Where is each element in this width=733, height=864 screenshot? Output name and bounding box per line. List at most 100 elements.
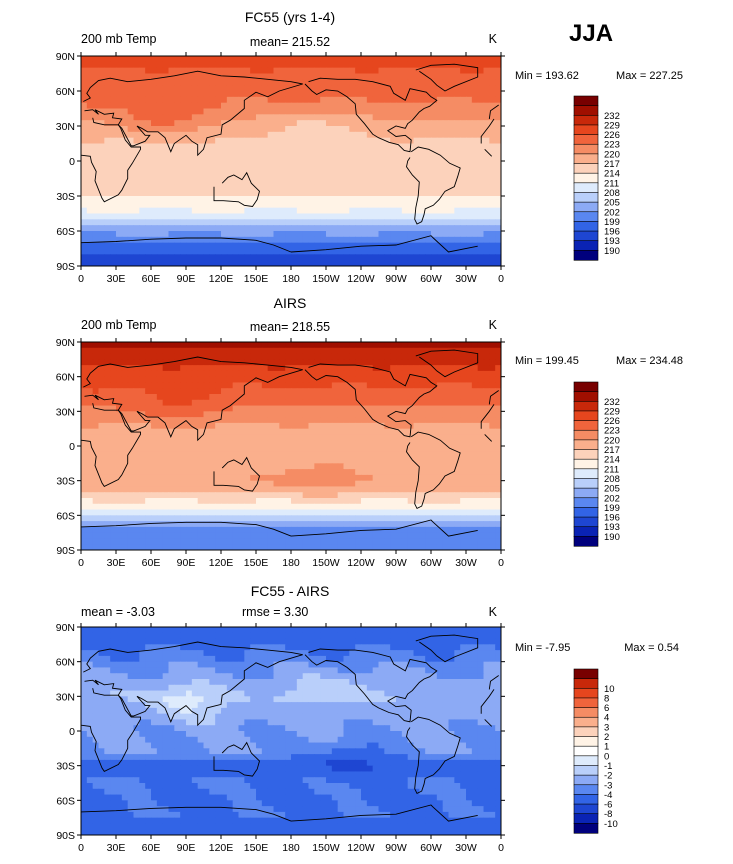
heatmap-cell [238, 201, 245, 209]
heatmap-cell [396, 399, 403, 407]
heatmap-cell [331, 102, 339, 110]
heatmap-cell [378, 503, 385, 511]
heatmap-cell [133, 376, 140, 384]
heatmap-cell [436, 498, 444, 505]
heatmap-cell [133, 474, 140, 482]
heatmap-cell [308, 73, 315, 80]
heatmap-cell [215, 474, 222, 482]
heatmap-cell [221, 422, 228, 430]
heatmap-cell [127, 67, 135, 75]
heatmap-cell [285, 219, 292, 226]
heatmap-cell [250, 365, 257, 372]
heatmap-cell [431, 451, 438, 459]
heatmap-cell [186, 486, 193, 493]
heatmap-cell [104, 67, 111, 75]
heatmap-cell [221, 155, 228, 162]
heatmap-cell [355, 469, 362, 476]
heatmap-cell [291, 91, 298, 98]
heatmap-cell [162, 365, 170, 372]
heatmap-cell [436, 172, 444, 180]
heatmap-cell [151, 219, 158, 226]
heatmap-cell [221, 480, 228, 488]
heatmap-cell [460, 85, 467, 92]
heatmap-cell [302, 155, 310, 162]
heatmap-cell [349, 172, 356, 180]
mean-label: mean= 215.52 [250, 35, 330, 49]
heatmap-cell [256, 463, 263, 470]
heatmap-cell [86, 342, 94, 349]
heatmap-cell [471, 347, 479, 355]
heatmap-cell [98, 102, 105, 110]
heatmap-cell [151, 434, 158, 441]
heatmap-cell [261, 474, 269, 482]
heatmap-cell [308, 126, 315, 133]
heatmap-cell [98, 231, 105, 238]
heatmap-cell [145, 231, 152, 238]
heatmap-cell [436, 56, 444, 63]
heatmap-cell [296, 498, 304, 505]
heatmap-cell [361, 126, 368, 133]
heatmap-cell [110, 463, 117, 470]
heatmap-cell [384, 394, 391, 401]
heatmap-cell [267, 184, 275, 191]
heatmap-cell [419, 399, 426, 407]
heatmap-cell [116, 422, 123, 430]
heatmap-cell [454, 166, 461, 174]
heatmap-cell [378, 342, 385, 349]
heatmap-cell [151, 73, 158, 80]
heatmap-cell [285, 451, 292, 459]
heatmap-cell [139, 242, 146, 250]
heatmap-cell [355, 399, 362, 407]
heatmap-cell [296, 155, 304, 162]
heatmap-cell [419, 469, 426, 476]
heatmap-cell [401, 166, 409, 174]
heatmap-cell [92, 178, 100, 185]
heatmap-cell [261, 143, 269, 150]
heatmap-cell [203, 149, 210, 156]
heatmap-cell [174, 359, 181, 366]
heatmap-cell [151, 394, 158, 401]
heatmap-cell [489, 382, 496, 389]
heatmap-cell [151, 486, 158, 493]
heatmap-cell [221, 521, 228, 528]
heatmap-cell [81, 73, 88, 80]
heatmap-cell [226, 446, 234, 453]
heatmap-cell [460, 184, 467, 191]
heatmap-cell [296, 365, 304, 372]
heatmap-cell [413, 457, 420, 464]
heatmap-cell [116, 155, 123, 162]
heatmap-cell [191, 85, 199, 92]
heatmap-cell [121, 207, 129, 215]
heatmap-cell [483, 114, 490, 121]
heatmap-cell [203, 260, 210, 266]
heatmap-cell [349, 399, 356, 407]
heatmap-cell [98, 178, 105, 185]
heatmap-cell [92, 85, 100, 92]
heatmap-cell [285, 365, 292, 372]
heatmap-cell [139, 96, 146, 104]
heatmap-cell [337, 236, 345, 244]
heatmap-cell [221, 184, 228, 191]
heatmap-cell [396, 196, 403, 203]
heatmap-cell [296, 201, 304, 209]
heatmap-cell [226, 359, 234, 366]
heatmap-cell [401, 492, 409, 499]
heatmap-cell [431, 172, 438, 180]
heatmap-cell [244, 207, 251, 215]
heatmap-cell [92, 463, 100, 470]
heatmap-cell [256, 126, 263, 133]
heatmap-cell [145, 254, 152, 261]
heatmap-cell [116, 434, 123, 441]
heatmap-cell [489, 509, 496, 516]
heatmap-cell [314, 492, 321, 499]
heatmap-cell [291, 474, 298, 482]
heatmap-cell [407, 225, 415, 232]
heatmap-cell [285, 120, 292, 127]
heatmap-cell [92, 201, 100, 209]
heatmap-cell [121, 399, 129, 407]
heatmap-cell [425, 96, 432, 104]
heatmap-cell [436, 102, 444, 110]
heatmap-cell [326, 492, 333, 499]
heatmap-cell [256, 370, 263, 378]
heatmap-cell [232, 137, 240, 145]
